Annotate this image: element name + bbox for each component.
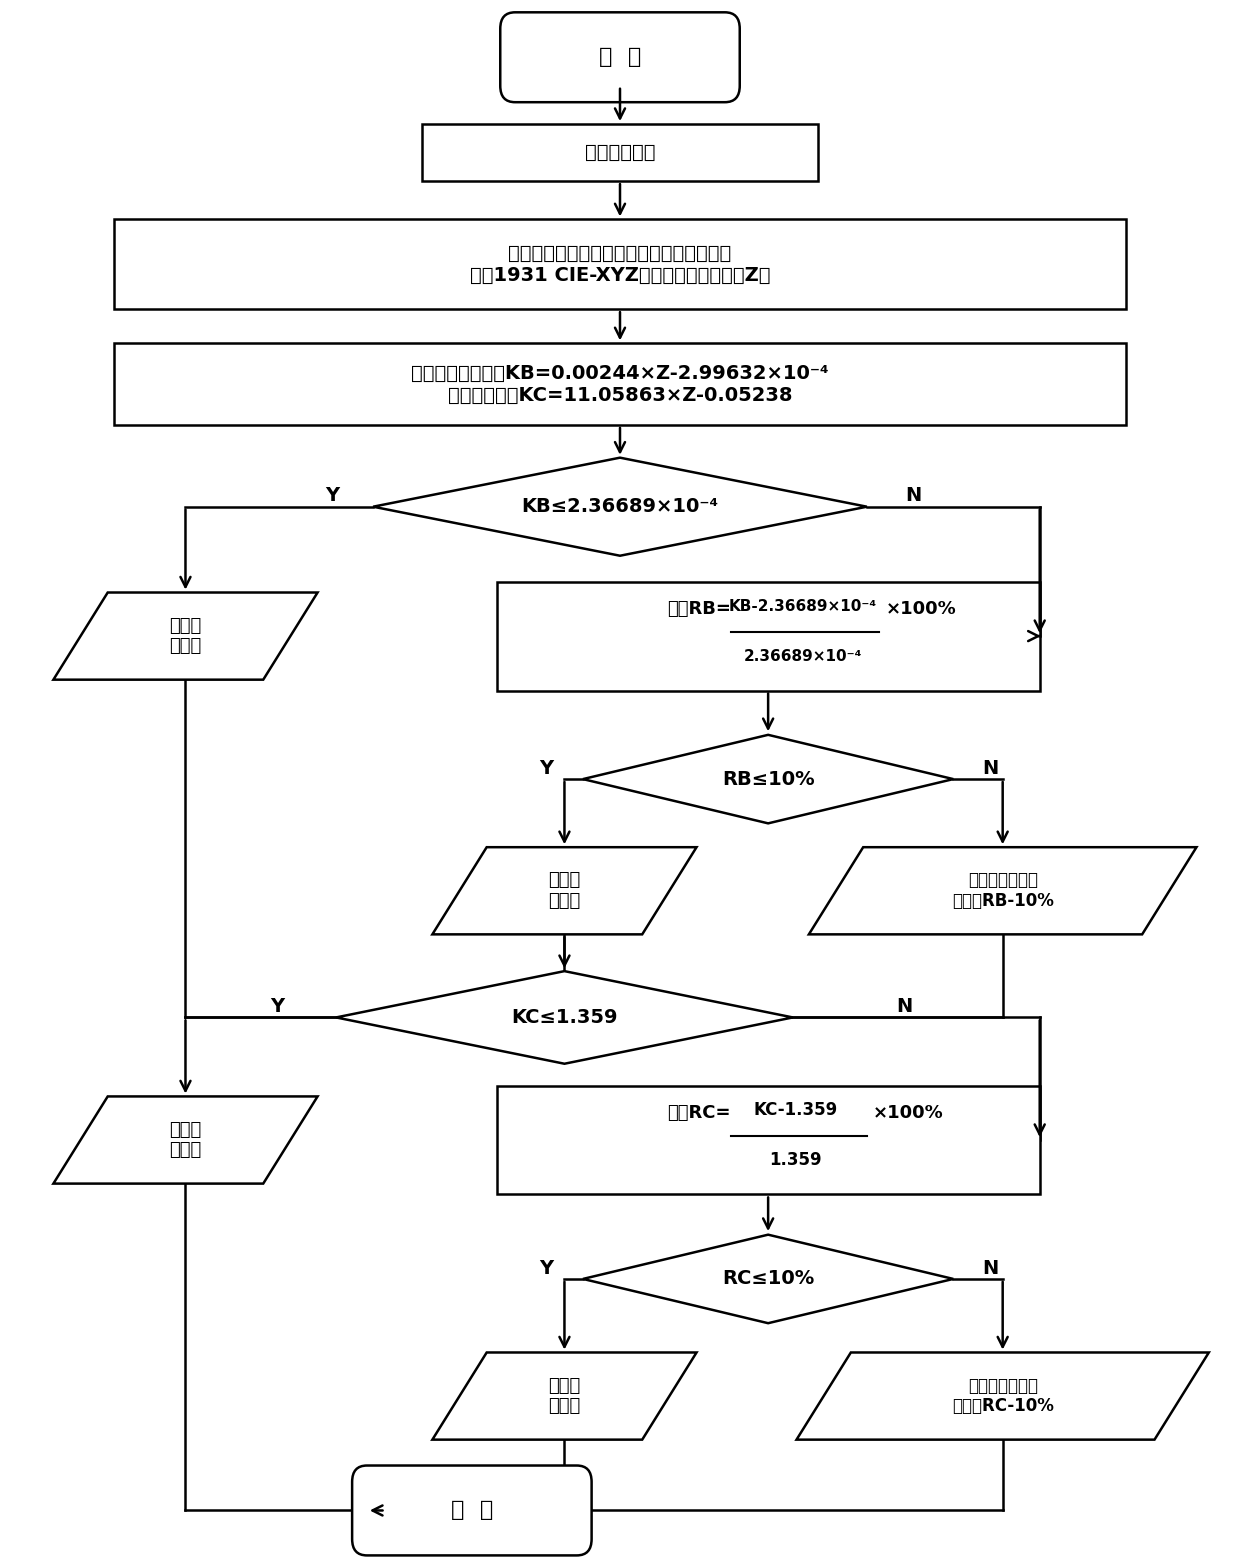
Text: N: N bbox=[982, 759, 998, 778]
Text: RB≤10%: RB≤10% bbox=[722, 770, 815, 789]
Text: 采集被测光源光谱数据，利用色度分析软件
计算1931 CIE-XYZ标准色度系统色坐标Z值: 采集被测光源光谱数据，利用色度分析软件 计算1931 CIE-XYZ标准色度系统… bbox=[470, 244, 770, 285]
Text: KB-2.36689×10⁻⁴: KB-2.36689×10⁻⁴ bbox=[729, 599, 877, 613]
Text: 计算RC=: 计算RC= bbox=[667, 1103, 732, 1122]
Text: 蓝光危
害合格: 蓝光危 害合格 bbox=[548, 872, 580, 911]
Bar bbox=[496, 1086, 1039, 1194]
Text: ×100%: ×100% bbox=[873, 1103, 944, 1122]
Text: 结  束: 结 束 bbox=[451, 1501, 494, 1521]
Bar bbox=[114, 343, 1126, 426]
Polygon shape bbox=[583, 1235, 954, 1322]
Text: 节律效应超过安
全值的RC-10%: 节律效应超过安 全值的RC-10% bbox=[952, 1377, 1054, 1415]
FancyBboxPatch shape bbox=[500, 13, 740, 102]
Polygon shape bbox=[808, 847, 1197, 934]
Text: N: N bbox=[895, 997, 913, 1016]
Text: 选择被测光源: 选择被测光源 bbox=[585, 142, 655, 163]
Text: KB≤2.36689×10⁻⁴: KB≤2.36689×10⁻⁴ bbox=[522, 498, 718, 516]
Bar bbox=[114, 219, 1126, 310]
Text: Y: Y bbox=[270, 997, 284, 1016]
Polygon shape bbox=[433, 1352, 697, 1440]
Text: Y: Y bbox=[325, 487, 340, 505]
Text: 节律效
应合格: 节律效 应合格 bbox=[170, 1121, 202, 1160]
Text: 节律效
应合格: 节律效 应合格 bbox=[548, 1377, 580, 1415]
Polygon shape bbox=[336, 972, 792, 1064]
Polygon shape bbox=[583, 736, 954, 823]
Text: N: N bbox=[982, 1258, 998, 1277]
Text: 开  始: 开 始 bbox=[599, 47, 641, 67]
Polygon shape bbox=[373, 457, 867, 556]
FancyBboxPatch shape bbox=[352, 1465, 591, 1556]
Text: RC≤10%: RC≤10% bbox=[722, 1269, 815, 1288]
Polygon shape bbox=[796, 1352, 1209, 1440]
Text: 蓝光危害超过安
全值的RB-10%: 蓝光危害超过安 全值的RB-10% bbox=[952, 872, 1054, 911]
Text: Y: Y bbox=[539, 1258, 553, 1277]
Text: ×100%: ×100% bbox=[885, 599, 956, 618]
Bar bbox=[496, 582, 1039, 690]
Text: KC≤1.359: KC≤1.359 bbox=[511, 1008, 618, 1027]
Text: 计算蓝光危害因子KB=0.00244×Z-2.99632×10⁻⁴
计算节律因子KC=11.05863×Z-0.05238: 计算蓝光危害因子KB=0.00244×Z-2.99632×10⁻⁴ 计算节律因子… bbox=[412, 363, 828, 405]
Polygon shape bbox=[53, 593, 317, 679]
Text: 2.36689×10⁻⁴: 2.36689×10⁻⁴ bbox=[744, 649, 862, 664]
Text: 蓝光危
害合格: 蓝光危 害合格 bbox=[170, 617, 202, 656]
Polygon shape bbox=[53, 1097, 317, 1183]
Text: Y: Y bbox=[539, 759, 553, 778]
Bar bbox=[423, 124, 817, 182]
Text: KC-1.359: KC-1.359 bbox=[753, 1102, 837, 1119]
Text: 计算RB=: 计算RB= bbox=[667, 599, 732, 618]
Polygon shape bbox=[433, 847, 697, 934]
Text: N: N bbox=[905, 487, 921, 505]
Text: 1.359: 1.359 bbox=[769, 1152, 822, 1169]
